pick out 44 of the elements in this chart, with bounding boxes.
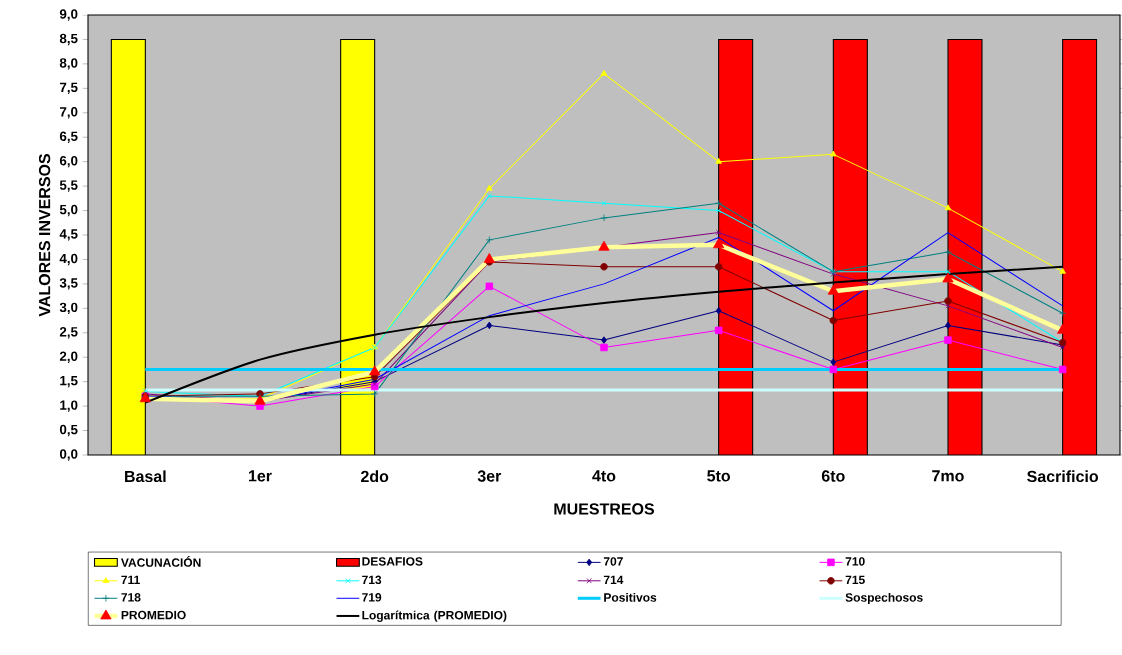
x-tick-label: 3er [477,470,502,482]
x-tick-label: Sacrificio [1027,470,1099,483]
x-tick-label: 4to [592,470,616,482]
legend-label: 715 [845,575,865,585]
x-tick-label: Basal [125,470,166,483]
legend-label: PROMEDIO [121,610,186,620]
x-tick-label: 1er [248,470,272,482]
y-tick-label: 0,5 [59,424,78,437]
legend-label: 714 [603,575,624,584]
y-tick-label: 7,0 [59,107,78,119]
y-tick-label: 8,5 [59,33,78,46]
y-tick-label: 9,0 [59,9,78,21]
x-tick-label: 7mo [932,470,964,482]
legend-label: 710 [845,557,865,566]
legend-label: Logarítmica (PROMEDIO) [362,610,507,622]
y-tick-label: 2,0 [59,351,78,363]
y-tick-label: 3,0 [59,302,78,315]
y-tick-label: 4,0 [59,253,78,266]
y-axis-title: VALORES INVERSOS [38,154,51,317]
legend-label: 707 [603,557,623,566]
y-tick-label: 4,5 [59,229,78,241]
legend-label: 711 [121,575,140,584]
legend-label: 713 [362,575,382,585]
x-tick-label: 6to [821,470,845,482]
y-tick-label: 0,0 [59,449,78,461]
y-tick-label: 6,0 [59,155,78,168]
y-tick-label: 3,5 [59,278,78,290]
x-tick-label: 5to [707,470,731,482]
y-tick-label: 1,0 [60,400,78,412]
x-axis-title: MUESTREOS [554,503,655,515]
y-tick-label: 7,5 [59,82,78,94]
y-tick-label: 2,5 [59,327,78,339]
legend-label: 719 [362,593,382,602]
x-tick-label: 2do [361,470,389,483]
y-tick-label: 8,0 [59,58,78,70]
legend-label: Positivos [604,592,657,602]
legend-label: VACUNACIÓN [120,556,201,567]
y-tick-label: 5,5 [59,180,78,192]
y-tick-label: 5,0 [59,204,78,217]
y-tick-label: 6,5 [59,131,78,143]
legend-label: Sospechosos [845,592,923,605]
legend-label: 718 [121,593,141,602]
legend-label: DESAFIOS [362,557,423,566]
y-tick-label: 1,5 [60,376,78,388]
